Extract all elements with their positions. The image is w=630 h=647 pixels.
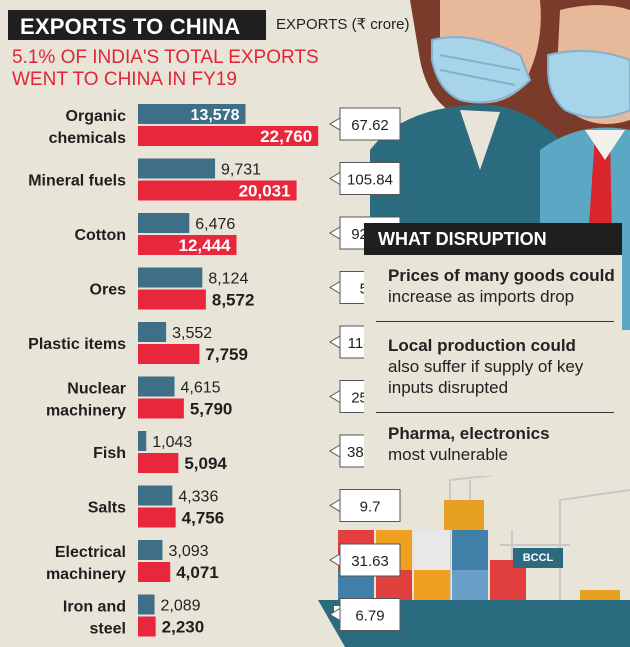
bar-series-2 [138, 616, 156, 637]
disruption-point-3: Pharma, electronics most vulnerable [388, 423, 618, 465]
callout-pointer [329, 553, 341, 567]
disruption-point-2-bold: Local production could [388, 336, 576, 355]
category-label: steel [90, 621, 126, 638]
bar-series-1 [138, 594, 155, 615]
disruption-title: WHAT DISRUPTION MEANS? [364, 223, 622, 281]
chart-title: EXPORTS TO CHINA [20, 14, 241, 39]
bar-series-2 [138, 562, 171, 582]
data-label-series-2: 22,760 [260, 127, 312, 146]
data-label-series-1: 3,093 [168, 543, 208, 560]
data-label-series-2: 4,756 [182, 509, 225, 528]
category-label: Iron and [63, 599, 126, 616]
bar-series-1 [138, 431, 147, 451]
category-label: Nuclear [67, 381, 126, 398]
callout-value: 9.7 [360, 499, 381, 516]
data-label-series-1: 13,578 [191, 107, 240, 124]
bar-series-2 [138, 453, 179, 473]
callout-pointer [329, 389, 341, 404]
data-label-series-2: 20,031 [239, 182, 291, 201]
disruption-point-1-bold: Prices of many goods could [388, 266, 615, 285]
divider-2 [376, 412, 614, 413]
bar-chart: Organic chemicals 13,578 22,760 67.62 Mineral… [28, 104, 401, 638]
data-label-series-2: 5,790 [190, 400, 233, 419]
data-label-series-2: 12,444 [179, 236, 232, 255]
callout-pointer [329, 498, 341, 513]
bar-series-2 [138, 126, 319, 146]
data-label-series-2: 5,094 [184, 454, 227, 473]
subtitle-line-1: 5.1% OF INDIA'S TOTAL EXPORTS [12, 47, 319, 68]
data-label-series-2: 2,230 [162, 618, 205, 637]
category-label: machinery [46, 403, 126, 420]
data-label-series-2: 7,759 [205, 345, 248, 364]
data-label-series-2: 4,071 [176, 563, 219, 582]
bar-series-2 [138, 180, 297, 201]
chart-title-box: EXPORTS TO CHINA [8, 10, 266, 40]
bar-series-2 [138, 344, 200, 364]
bar-series-2 [138, 398, 184, 419]
category-label: Plastic items [28, 336, 126, 353]
callout-pointer [329, 117, 341, 131]
data-label-series-1: 1,043 [152, 434, 192, 451]
category-label: Mineral fuels [28, 173, 126, 190]
data-label-series-1: 4,615 [181, 380, 221, 397]
chart-subtitle: 5.1% OF INDIA'S TOTAL EXPORTS WENT TO CH… [12, 47, 342, 91]
disruption-point-1: Prices of many goods could increase as i… [388, 265, 618, 307]
bar-series-1 [138, 158, 216, 179]
disruption-point-3-rest: most vulnerable [388, 445, 509, 464]
subtitle-line-2: WENT TO CHINA IN FY19 [12, 69, 237, 90]
callout-box [339, 489, 401, 522]
callout-box [339, 107, 401, 141]
bar-series-1 [138, 213, 190, 233]
data-label-series-1: 4,336 [178, 489, 218, 506]
bar-series-1 [138, 322, 167, 342]
unit-label: EXPORTS (₹ crore) [276, 16, 410, 33]
callout-value: 67.62 [351, 117, 389, 134]
callout-box [339, 162, 401, 195]
data-label-series-1: 9,731 [221, 162, 261, 179]
disruption-point-2: Local production could also suffer if su… [388, 335, 618, 398]
bar-series-2 [138, 235, 237, 255]
category-label: Fish [93, 445, 126, 462]
data-label-series-1: 6,476 [195, 216, 235, 233]
callout-pointer [329, 171, 341, 186]
data-label-series-1: 2,089 [161, 598, 201, 615]
callout-pointer [329, 226, 341, 240]
category-label: chemicals [49, 130, 126, 147]
bar-series-2 [138, 289, 206, 310]
disruption-point-1-rest: increase as imports drop [388, 287, 575, 306]
bar-series-1 [138, 485, 173, 506]
category-label: Salts [88, 500, 126, 517]
callout-pointer [329, 280, 341, 295]
divider-1 [376, 321, 614, 322]
disruption-box: Prices of many goods could increase as i… [364, 255, 622, 476]
category-label: Cotton [74, 227, 126, 244]
category-label: Electrical [55, 544, 126, 561]
callout-box [339, 543, 401, 577]
bar-series-1 [138, 376, 175, 397]
disruption-point-3-bold: Pharma, electronics [388, 424, 550, 443]
data-label-series-1: 3,552 [172, 325, 212, 342]
ship-mark: BCCL [513, 548, 563, 568]
callout-value: 31.63 [351, 553, 389, 570]
callout-pointer [329, 444, 341, 458]
category-label: Ores [90, 282, 127, 299]
callout-box [339, 598, 401, 631]
category-label: machinery [46, 566, 126, 583]
callout-value: 6.79 [355, 608, 384, 625]
data-label-series-2: 8,572 [212, 291, 255, 310]
disruption-point-2-rest: also suffer if supply of key inputs disr… [388, 357, 584, 397]
callout-value: 105.84 [347, 172, 393, 189]
bar-series-1 [138, 104, 246, 124]
category-label: Organic [66, 108, 127, 125]
data-label-series-1: 8,124 [208, 271, 248, 288]
bar-series-2 [138, 507, 176, 528]
bar-series-1 [138, 267, 203, 288]
callout-pointer [329, 335, 341, 349]
bar-series-1 [138, 540, 163, 560]
